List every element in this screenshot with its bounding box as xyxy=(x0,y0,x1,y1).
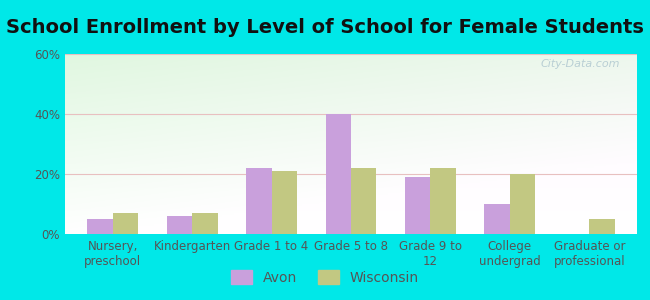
Bar xyxy=(510,174,536,234)
Bar xyxy=(192,213,218,234)
Bar xyxy=(351,168,376,234)
Bar xyxy=(87,219,112,234)
Bar xyxy=(405,177,430,234)
Bar xyxy=(590,219,615,234)
Bar xyxy=(326,114,351,234)
Bar xyxy=(430,168,456,234)
Bar xyxy=(246,168,272,234)
Text: School Enrollment by Level of School for Female Students: School Enrollment by Level of School for… xyxy=(6,18,644,37)
Bar xyxy=(112,213,138,234)
Bar xyxy=(272,171,297,234)
Text: City-Data.com: City-Data.com xyxy=(540,59,620,69)
Bar xyxy=(166,216,192,234)
Legend: Avon, Wisconsin: Avon, Wisconsin xyxy=(226,264,424,290)
Bar xyxy=(484,204,510,234)
